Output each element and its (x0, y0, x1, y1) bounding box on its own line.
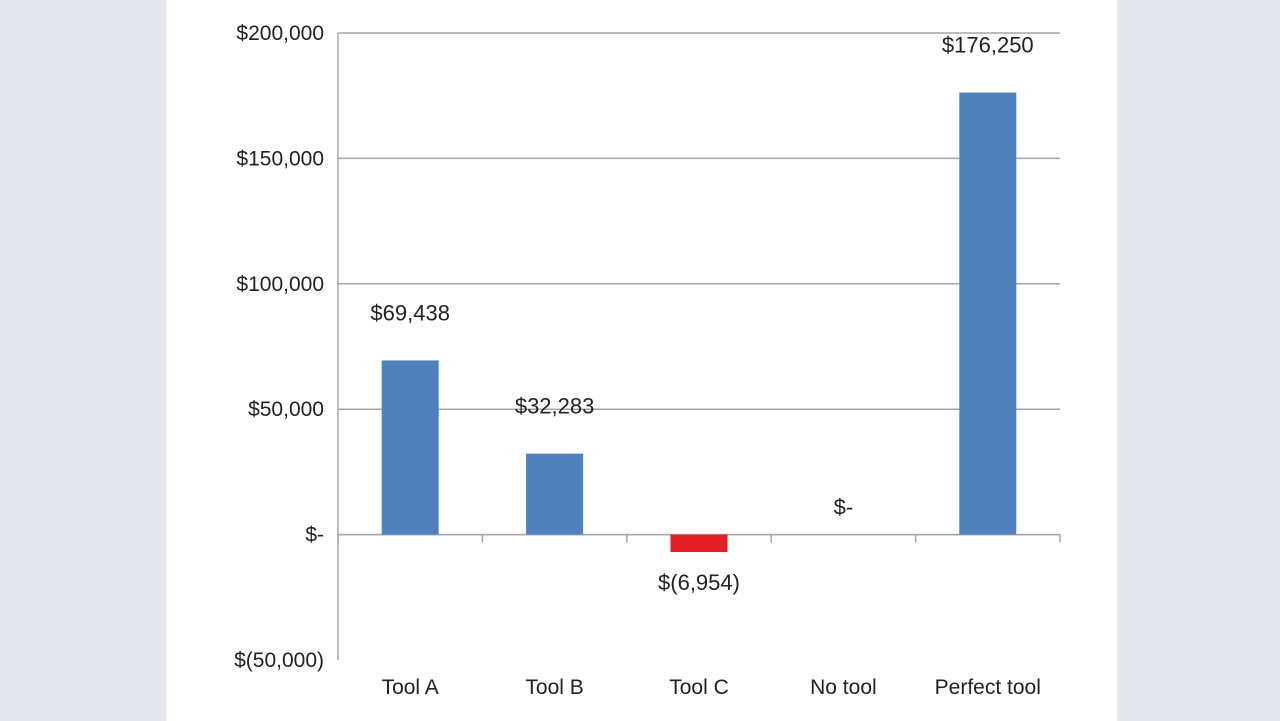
x-category-label: Tool B (525, 676, 583, 699)
axes (337, 33, 1061, 660)
x-category-label: Tool A (382, 676, 439, 699)
data-label: $- (834, 495, 854, 520)
bar-tool-b (526, 453, 584, 535)
y-tick-label: $(50,000) (234, 649, 324, 672)
data-label: $32,283 (515, 394, 595, 419)
x-category-label: Tool C (669, 676, 729, 699)
slide-canvas (166, 0, 1117, 721)
data-label: $176,250 (942, 33, 1034, 58)
bar-tool-a (381, 360, 439, 535)
y-tick-label: $- (305, 524, 324, 547)
data-label: $(6,954) (658, 570, 740, 595)
y-tick-label: $50,000 (248, 398, 324, 421)
bars (381, 92, 1017, 553)
y-tick-label: $200,000 (236, 22, 324, 45)
bar-perfect-tool (959, 92, 1017, 535)
gridlines (338, 32, 1060, 536)
x-category-label: Perfect tool (935, 676, 1041, 699)
y-tick-label: $100,000 (236, 273, 324, 296)
labels: $200,000 $150,000 $100,000 $50,000 $- $(50,00… (234, 22, 1041, 699)
bar-tool-c (670, 534, 728, 553)
data-label: $69,438 (370, 300, 450, 325)
y-tick-label: $150,000 (236, 147, 324, 170)
x-category-label: No tool (810, 676, 877, 699)
